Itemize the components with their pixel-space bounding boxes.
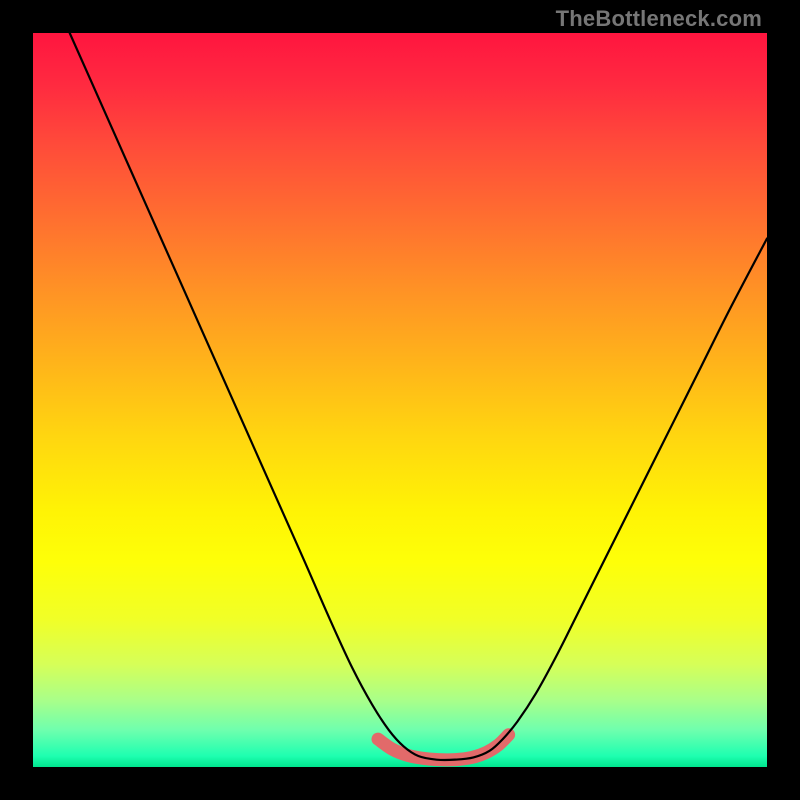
plot-area [33, 33, 767, 767]
valley-highlight [378, 735, 509, 760]
chart-frame: TheBottleneck.com [0, 0, 800, 800]
watermark-text: TheBottleneck.com [556, 6, 762, 32]
bottleneck-curve [70, 33, 767, 760]
curve-layer [33, 33, 767, 767]
